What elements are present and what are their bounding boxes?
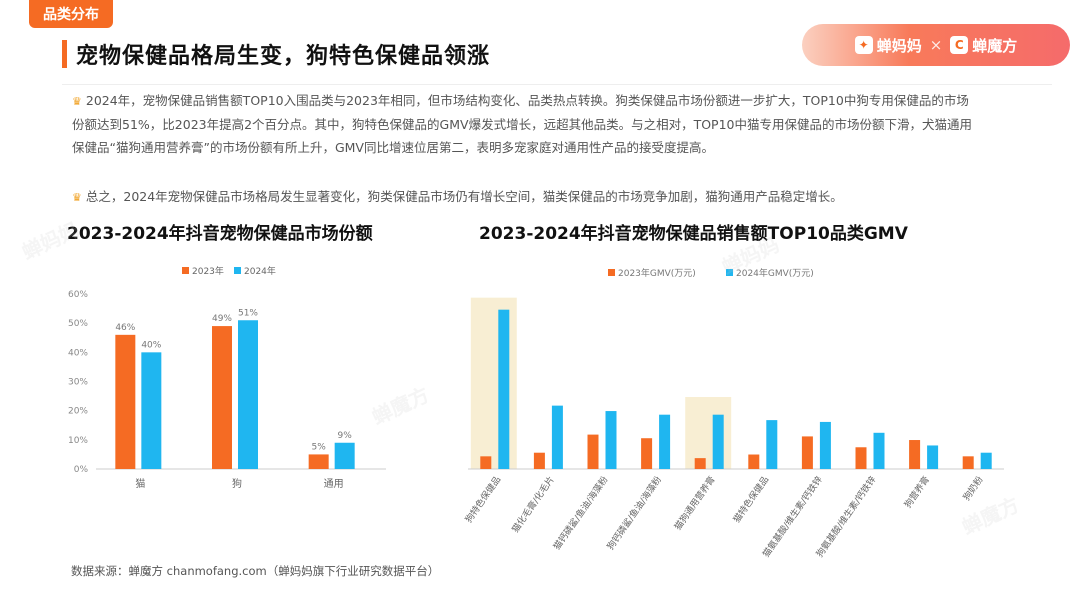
gmv-chart: 2023年GMV(万元) 2024年GMV(万元) 狗特色保健品 猫化毛膏/化毛片猫钙…	[462, 267, 1004, 560]
summary-paragraph-1: ♛ 2024年，宠物保健品销售额TOP10入围品类与2023年相同，但市场结构变化…	[72, 89, 977, 159]
bar	[766, 420, 778, 469]
highlight-box	[685, 397, 732, 469]
y-tick-label: 0%	[74, 465, 89, 475]
bar	[533, 452, 545, 469]
bar	[334, 442, 355, 469]
bar	[980, 452, 992, 469]
chanmama-logo-icon: ✦	[854, 36, 873, 54]
summary-text-1: 2024年，宠物保健品销售额TOP10入围品类与2023年相同，但市场结构变化、…	[72, 93, 972, 155]
chanmofang-logo: C 蝉魔方	[950, 35, 1017, 56]
x-tick-label: 通用	[324, 478, 344, 490]
x-tick-label: 猫钙磷鲨/鱼油/海藻粉	[551, 474, 611, 552]
data-label: 51%	[238, 308, 258, 318]
bar	[115, 334, 136, 469]
highlight-box	[470, 297, 517, 469]
x-tick-label: 猫	[135, 477, 145, 490]
x-tick-label: 狗	[232, 477, 242, 490]
market-share-chart: 2023年 2024年 0% 10% 20% 30% 40% 50% 60% 46% 40% 猫 49%…	[68, 265, 386, 490]
header-divider	[62, 84, 1052, 85]
y-tick-label: 40%	[68, 348, 88, 358]
gmv-chart-title: 2023-2024年抖音宠物保健品销售额TOP10品类GMV	[479, 224, 908, 244]
bar	[308, 454, 329, 469]
y-tick-label: 20%	[68, 407, 88, 417]
bar	[659, 414, 671, 469]
bar	[694, 458, 706, 469]
bar	[801, 436, 813, 469]
legend-swatch	[234, 267, 241, 274]
y-tick-label: 30%	[68, 378, 88, 388]
bar	[712, 414, 724, 469]
page-title: 宠物保健品格局生变，狗特色保健品领涨	[76, 44, 491, 69]
bar	[212, 326, 232, 469]
data-label: 40%	[141, 340, 161, 350]
y-tick-label: 50%	[68, 319, 88, 329]
legend-label: 2024年	[244, 265, 276, 277]
y-tick-label: 10%	[68, 436, 88, 446]
data-label: 9%	[338, 431, 353, 441]
brand-separator: ×	[929, 36, 943, 54]
chanmama-logo: ✦ 蝉妈妈	[854, 35, 922, 56]
legend-swatch	[182, 267, 189, 274]
x-tick-label: 猫特色保健品	[730, 474, 771, 525]
bar	[238, 320, 258, 469]
bar	[748, 454, 760, 469]
summary-text-2: 总之，2024年宠物保健品市场格局发生显著变化，狗类保健品市场仍有增长空间，猫类…	[85, 189, 843, 204]
x-tick-label: 狗钙磷鲨/鱼油/海藻粉	[604, 474, 664, 552]
crown-bullet-icon: ♛	[72, 95, 82, 108]
y-tick-label: 60%	[68, 290, 88, 300]
legend-swatch	[726, 269, 733, 276]
x-tick-label: 猫化毛膏/化毛片	[509, 474, 557, 535]
bar	[819, 421, 831, 469]
x-tick-label: 猫氨基酸/维生素/钙铁锌	[760, 474, 825, 560]
x-tick-label: 狗奶粉	[960, 474, 985, 503]
brand-right-label: 蝉魔方	[972, 36, 1018, 55]
bar	[927, 445, 939, 469]
bar	[498, 309, 510, 469]
legend-label: 2023年	[192, 265, 224, 277]
section-tag: 品类分布	[29, 0, 113, 28]
x-tick-label: 狗特色保健品	[462, 474, 503, 525]
data-label: 5%	[312, 442, 327, 452]
bar	[141, 352, 162, 469]
market-share-chart-title: 2023-2024年抖音宠物保健品市场份额	[67, 224, 373, 244]
brand-badge: ✦ 蝉妈妈 × C 蝉魔方	[802, 24, 1070, 66]
bar	[605, 411, 617, 469]
data-source-note: 数据来源：蝉魔方 chanmofang.com（蝉妈妈旗下行业研究数据平台）	[71, 564, 440, 578]
brand-left-label: 蝉妈妈	[876, 36, 922, 55]
title-accent-bar	[62, 40, 67, 68]
chanmofang-logo-icon: C	[950, 36, 969, 54]
legend-label: 2024年GMV(万元)	[736, 267, 814, 279]
x-tick-label: 猫狗通用营养膏	[672, 474, 718, 533]
bar	[873, 432, 885, 469]
bar	[641, 438, 653, 469]
x-tick-label: 狗氨基酸/维生素/钙铁锌	[814, 474, 879, 560]
legend-swatch	[608, 269, 615, 276]
x-tick-label: 狗营养膏	[902, 474, 932, 510]
summary-paragraph-2: ♛ 总之，2024年宠物保健品市场格局发生显著变化，狗类保健品市场仍有增长空间，猫…	[72, 185, 977, 209]
bar	[962, 456, 974, 469]
bar	[480, 456, 492, 469]
bar	[587, 434, 599, 469]
crown-bullet-icon: ♛	[72, 191, 82, 204]
legend-label: 2023年GMV(万元)	[618, 267, 696, 279]
bar	[551, 405, 563, 469]
bar	[855, 447, 867, 469]
data-label: 49%	[212, 314, 232, 324]
bar	[909, 440, 921, 469]
data-label: 46%	[115, 323, 135, 333]
